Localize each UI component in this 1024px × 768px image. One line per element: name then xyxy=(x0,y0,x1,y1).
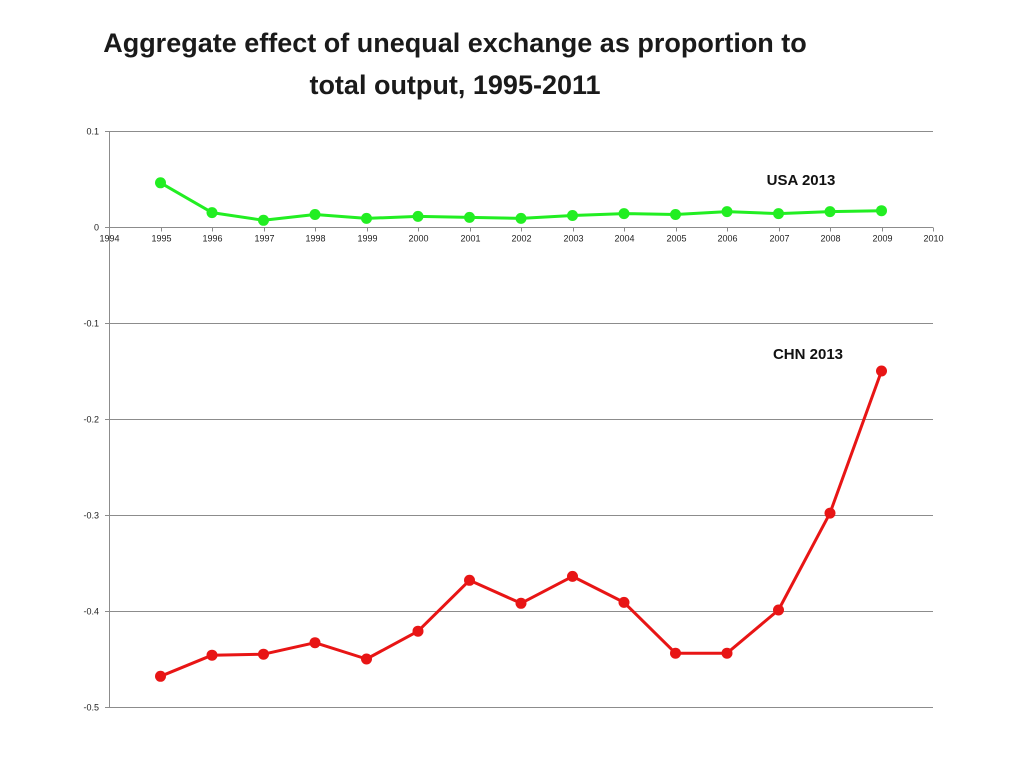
x-tick-label: 2008 xyxy=(820,234,840,244)
x-tick-label: 1999 xyxy=(357,234,377,244)
data-point xyxy=(155,177,166,189)
data-point xyxy=(464,211,475,223)
data-point xyxy=(876,205,887,217)
x-tick-label: 2002 xyxy=(511,234,531,244)
data-point xyxy=(309,209,321,220)
x-tick-label: 1998 xyxy=(305,234,325,244)
series-label-usa: USA 2013 xyxy=(767,172,836,189)
series-labels: USA 2013 CHN 2013 xyxy=(767,172,843,363)
data-point xyxy=(206,649,218,661)
data-point xyxy=(773,604,784,616)
x-tick-label: 1995 xyxy=(151,234,171,244)
axes: 0.1 0 -0.1 -0.2 -0.3 -0.4 -0.5 1994 1995 1996 1997… xyxy=(83,127,943,713)
data-point xyxy=(361,212,372,224)
data-point xyxy=(824,206,836,218)
x-tick-label: 2001 xyxy=(460,234,480,244)
x-tick-label: 2000 xyxy=(408,234,428,244)
x-tick-label: 2005 xyxy=(666,234,686,244)
x-tick-label: 2003 xyxy=(563,234,583,244)
data-point xyxy=(515,597,527,609)
x-tick-label: 2004 xyxy=(614,234,634,244)
data-point xyxy=(876,365,887,377)
data-point xyxy=(155,670,166,682)
data-point xyxy=(670,209,681,220)
data-point xyxy=(515,212,527,224)
data-point xyxy=(309,637,321,649)
y-tick-label: -0.4 xyxy=(83,607,99,617)
data-point xyxy=(773,208,784,220)
data-point xyxy=(567,210,578,221)
series-line-chn xyxy=(159,370,883,678)
data-point xyxy=(412,210,424,222)
data-point xyxy=(670,647,681,659)
x-tick-label: 2006 xyxy=(717,234,737,244)
y-tick-label: -0.1 xyxy=(83,319,99,329)
data-point xyxy=(618,208,630,220)
data-point xyxy=(567,570,578,582)
data-point xyxy=(361,653,372,665)
chart-title-line-1: Aggregate effect of unequal exchange as … xyxy=(103,28,807,58)
x-tick-label: 2009 xyxy=(872,234,892,244)
x-tick-label: 1997 xyxy=(254,234,274,244)
y-tick-label: 0.1 xyxy=(86,127,99,137)
data-point xyxy=(258,648,269,660)
y-tick-label: -0.2 xyxy=(83,415,99,425)
chart-title-line-2: total output, 1995-2011 xyxy=(309,70,601,100)
y-tick-label: -0.5 xyxy=(83,703,99,713)
data-point xyxy=(721,647,733,659)
chart-title: Aggregate effect of unequal exchange as … xyxy=(40,22,870,106)
y-tick-label: 0 xyxy=(94,223,99,233)
series xyxy=(155,177,887,682)
x-tick-label: 1996 xyxy=(202,234,222,244)
data-point xyxy=(824,507,836,519)
data-point xyxy=(206,207,218,219)
data-point xyxy=(618,596,630,608)
x-tick-label: 1994 xyxy=(99,234,119,244)
x-tick-label: 2010 xyxy=(923,234,943,244)
y-tick-label: -0.3 xyxy=(83,511,99,521)
gridlines xyxy=(105,131,933,708)
series-label-chn: CHN 2013 xyxy=(773,346,843,363)
data-point xyxy=(464,574,475,586)
x-tick-label: 2007 xyxy=(769,234,789,244)
data-point xyxy=(258,214,269,226)
data-point xyxy=(412,625,424,637)
data-point xyxy=(721,206,733,218)
